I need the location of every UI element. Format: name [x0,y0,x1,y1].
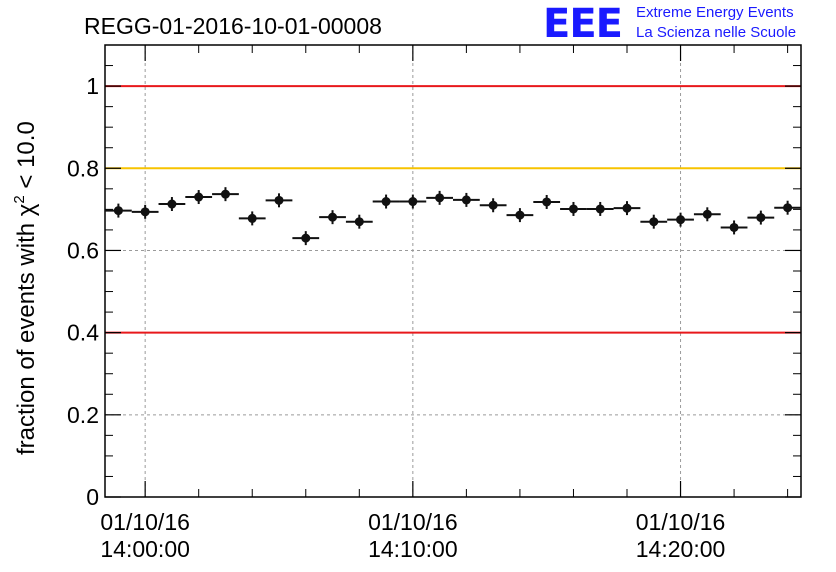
data-marker [194,192,204,202]
data-point [453,192,480,207]
data-point [426,190,453,205]
data-point [185,190,213,205]
y-tick-labels: 0 0.2 0.4 0.6 0.8 1 [67,73,99,510]
data-marker [702,209,712,219]
data-marker [729,222,739,232]
x-tick-label-time: 14:10:00 [368,536,458,562]
data-point [319,210,346,225]
data-marker [515,210,525,220]
data-point [667,212,694,227]
data-point [693,207,721,222]
y-tick-label: 0.4 [67,320,99,346]
y-axis-label-superscript: 2 [11,195,28,203]
chart-title: REGG-01-2016-10-01-00008 [84,13,382,39]
x-tick-label-date: 01/10/16 [100,509,190,535]
data-point [747,210,775,225]
data-marker [622,203,632,213]
data-marker [542,197,552,207]
y-tick-label: 0 [86,484,99,510]
data-point [238,211,266,226]
x-tick-labels: 01/10/1614:00:0001/10/1614:10:0001/10/16… [100,509,725,562]
plot-frame [104,44,802,498]
x-tick-label-date: 01/10/16 [636,509,726,535]
data-point [613,201,641,216]
data-point [533,194,561,209]
data-marker [649,217,659,227]
data-marker [435,193,445,203]
data-marker [408,197,418,207]
data-marker [381,197,391,207]
y-tick-label: 1 [86,73,99,99]
data-point [506,208,534,223]
data-point [640,214,668,229]
data-point [265,193,293,208]
data-point [560,201,587,216]
data-marker [756,213,766,223]
data-point [774,200,801,215]
y-tick-label: 0.8 [67,155,99,181]
data-marker [301,233,311,243]
data-marker [140,207,150,217]
data-point [212,187,239,202]
y-tick-label: 0.2 [67,402,99,428]
data-point [158,197,186,212]
y-axis-label-tail: < 10.0 [13,121,40,195]
data-point [292,231,320,246]
data-marker [783,203,793,213]
data-marker [220,189,230,199]
x-tick-label-date: 01/10/16 [368,509,458,535]
data-point [345,214,373,229]
data-point [105,203,132,218]
data-point [720,220,748,235]
data-marker [247,213,257,223]
data-point [131,204,159,219]
data-marker [676,215,686,225]
data-marker [595,204,605,214]
data-marker [354,217,364,227]
data-point [399,194,427,209]
axis-ticks [105,44,801,498]
y-tick-label: 0.6 [67,237,99,263]
data-marker [113,206,123,216]
y-axis-label: fraction of events with χ2 < 10.0 [11,121,40,455]
data-point [479,198,507,213]
x-tick-label-time: 14:00:00 [100,536,190,562]
data-series [105,187,801,246]
data-marker [328,212,338,222]
data-point [586,201,614,216]
data-marker [488,200,498,210]
x-tick-label-time: 14:20:00 [636,536,726,562]
data-marker [167,199,177,209]
data-point [372,194,400,209]
y-axis-label-main: fraction of events with χ [13,203,40,455]
grid-lines [105,45,801,497]
logo-mark: EEE [543,1,622,47]
reference-lines [105,85,801,334]
logo-line-2: La Scienza nelle Scuole [636,24,796,41]
data-marker [568,204,578,214]
logo-line-1: Extreme Energy Events [636,4,794,21]
data-marker [274,195,284,205]
eee-logo: EEE Extreme Energy Events La Scienza nel… [543,1,796,47]
data-marker [461,195,471,205]
